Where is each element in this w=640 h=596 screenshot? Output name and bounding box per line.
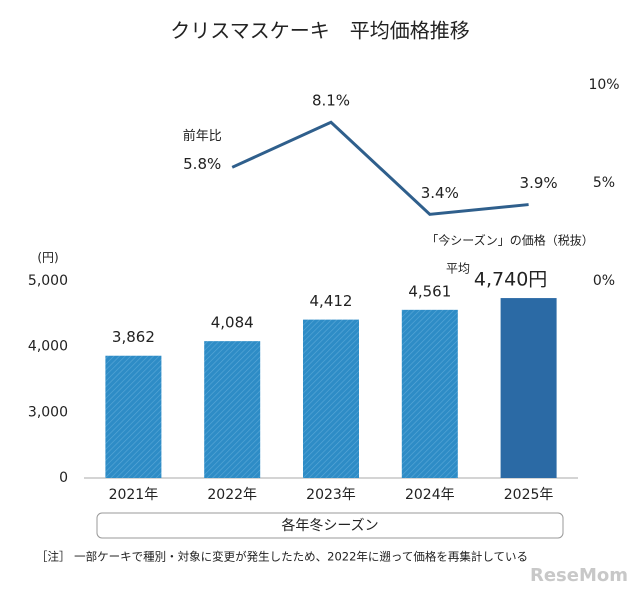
x-axis-label: 各年冬シーズン (281, 518, 378, 534)
value-label: 4,412 (310, 292, 353, 310)
current-prefix: 平均 (446, 262, 470, 276)
bar (401, 309, 458, 478)
y-tick-label: 3,000 (28, 404, 68, 420)
x-tick-label: 2024年 (405, 487, 455, 503)
bar (500, 298, 557, 478)
x-tick-label: 2022年 (207, 487, 257, 503)
y-tick-label: 4,000 (28, 339, 68, 355)
line-value-label: 8.1% (312, 92, 350, 110)
value-label: 4,561 (408, 282, 451, 300)
line-value-label: 3.9% (520, 174, 558, 192)
line-value-label: 3.4% (421, 184, 459, 202)
y-unit-label: (円) (37, 251, 58, 265)
y2-tick-label: 5% (593, 175, 615, 191)
x-tick-label: 2023年 (306, 487, 356, 503)
bar (303, 319, 359, 478)
y-tick-label: 5,000 (28, 273, 68, 289)
y2-tick-label: 0% (593, 273, 615, 289)
x-label-box (96, 512, 564, 539)
bar (105, 355, 162, 478)
line (231, 120, 529, 216)
series-name: 前年比 (183, 128, 222, 144)
current-note: 「今シーズン」の価格（税抜） (426, 233, 593, 248)
y2-tick-label: 10% (588, 77, 619, 93)
chart-title: クリスマスケーキ 平均価格推移 (170, 19, 469, 43)
value-label: 4,740円 (474, 269, 547, 291)
x-tick-label: 2025年 (504, 487, 554, 503)
note: ［注］ 一部ケーキで種別・対象に変更が発生したため、2022年に遡って価格を再集… (36, 550, 528, 564)
value-label: 3,862 (112, 328, 155, 346)
line-value-label: 5.8% (183, 155, 221, 173)
value-label: 4,084 (211, 314, 254, 332)
x-tick-label: 2021年 (109, 487, 159, 503)
watermark: ReseMom (530, 565, 628, 586)
y-tick-label: 0 (59, 470, 68, 486)
bar (204, 341, 261, 478)
